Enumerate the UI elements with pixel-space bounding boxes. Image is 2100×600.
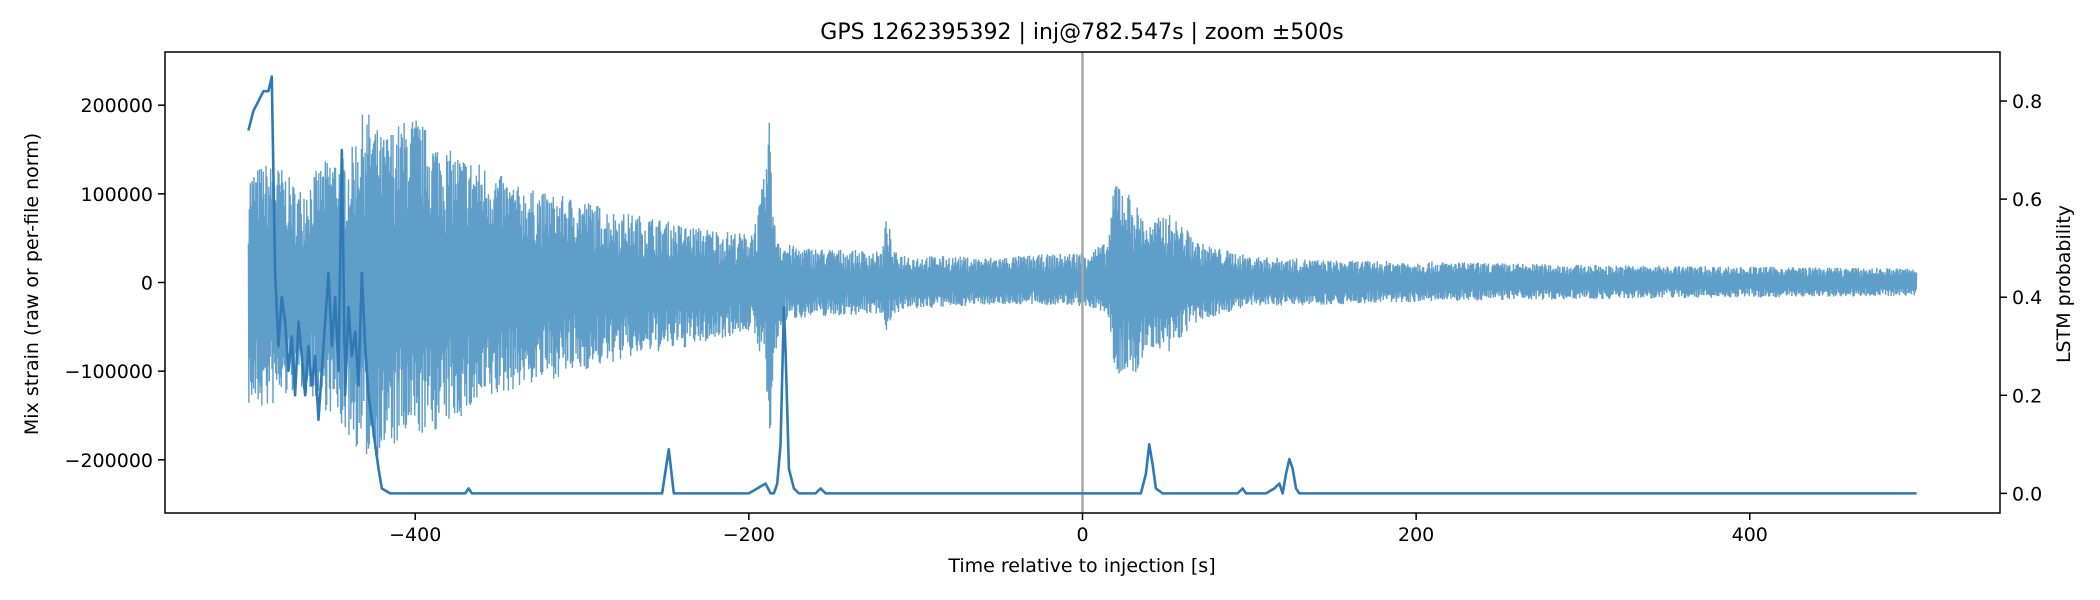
x-tick-label: 400 — [1732, 524, 1768, 546]
right-y-tick-label: 0.0 — [2012, 483, 2042, 505]
left-y-tick-label: −200000 — [65, 450, 153, 472]
right-y-tick-label: 0.8 — [2012, 91, 2042, 113]
plot-area — [247, 52, 1918, 513]
x-tick-label: 0 — [1076, 524, 1088, 546]
chart-title: GPS 1262395392 | inj@782.547s | zoom ±50… — [820, 20, 1343, 45]
left-y-axis-ticks: 200000 100000 0 −100000 −200000 — [65, 95, 165, 472]
left-y-tick-label: 200000 — [80, 95, 153, 117]
left-y-tick-label: 100000 — [80, 184, 153, 206]
left-y-axis-label: Mix strain (raw or per-file norm) — [21, 133, 43, 435]
right-y-axis-label: LSTM probability — [2053, 205, 2075, 363]
x-tick-label: 200 — [1398, 524, 1434, 546]
lstm-probability-line — [247, 75, 1917, 495]
right-y-axis-ticks: 0.8 0.6 0.4 0.2 0.0 — [2000, 91, 2042, 505]
right-y-tick-label: 0.6 — [2012, 189, 2042, 211]
lstm-probability-series — [247, 75, 1917, 495]
x-axis-label: Time relative to injection [s] — [947, 555, 1215, 577]
x-tick-label: −200 — [723, 524, 775, 546]
x-tick-label: −400 — [389, 524, 441, 546]
right-y-tick-label: 0.4 — [2012, 287, 2042, 309]
left-y-tick-label: 0 — [141, 273, 153, 295]
left-y-tick-label: −100000 — [65, 361, 153, 383]
x-axis-ticks: −400 −200 0 200 400 — [389, 513, 1768, 546]
right-y-tick-label: 0.2 — [2012, 385, 2042, 407]
